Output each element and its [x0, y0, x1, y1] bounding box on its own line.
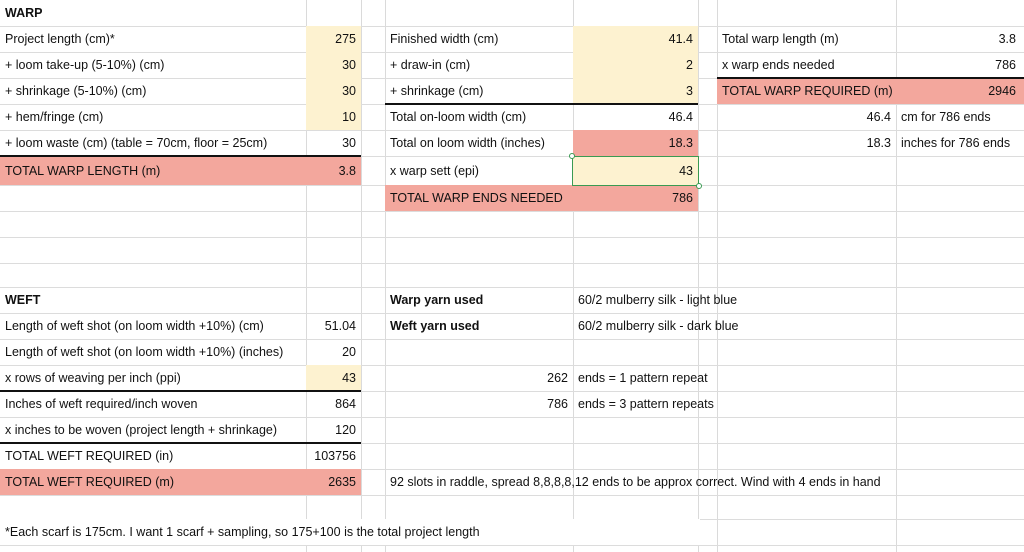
sheet-row: Length of weft shot (on loom width +10%)…	[0, 339, 1024, 366]
warp-yarn-value[interactable]: 60/2 mulberry silk - light blue	[578, 293, 738, 307]
project-length-label[interactable]: Project length (cm)*	[5, 32, 115, 46]
sheet-row	[0, 263, 1024, 288]
repeat-one-value-cell[interactable]: 262	[547, 371, 568, 385]
sheet-row: TOTAL WARP LENGTH (m) 3.8 x warp sett (e…	[0, 156, 1024, 186]
width-in-value-cell[interactable]: 18.3	[866, 136, 891, 150]
grid-line	[385, 0, 386, 552]
warp-yarn-label[interactable]: Warp yarn used	[390, 293, 484, 307]
sheet-row: Inches of weft required/inch woven 864 7…	[0, 391, 1024, 418]
weft-yarn-label[interactable]: Weft yarn used	[390, 319, 480, 333]
width-in-note[interactable]: inches for 786 ends	[901, 136, 1011, 150]
total-weft-in-label[interactable]: TOTAL WEFT REQUIRED (in)	[5, 449, 174, 463]
ppi-cell[interactable]: 43	[306, 365, 361, 391]
total-warp-length-cell[interactable]: 3.8	[998, 32, 1016, 46]
loom-waste-label[interactable]: + loom waste (cm) (table = 70cm, floor =…	[5, 136, 268, 150]
shrinkage-label[interactable]: + shrinkage (5-10%) (cm)	[5, 84, 147, 98]
sheet-row: Project length (cm)* 275 Finished width …	[0, 26, 1024, 53]
width-shrinkage-cell[interactable]: 3	[573, 78, 698, 104]
finished-width-cell[interactable]: 41.4	[573, 26, 698, 52]
sheet-row: *Each scarf is 175cm. I want 1 scarf + s…	[0, 519, 1024, 546]
total-warp-length-m-cell[interactable]: 3.8	[306, 156, 361, 185]
cell-selection-outline	[572, 156, 699, 186]
total-warp-ends-cell[interactable]: 786	[573, 185, 698, 211]
warp-required-border	[717, 77, 1024, 79]
grid-line	[896, 0, 897, 552]
raddle-note[interactable]: 92 slots in raddle, spread 8,8,8,8,12 en…	[390, 475, 881, 489]
sheet-row	[0, 237, 1024, 264]
weft-shot-cm-label[interactable]: Length of weft shot (on loom width +10%)…	[5, 319, 264, 333]
total-warp-required-cell[interactable]: 2946	[896, 78, 1024, 104]
total-warp-length-label[interactable]: Total warp length (m)	[722, 32, 839, 46]
draw-in-label[interactable]: + draw-in (cm)	[390, 58, 471, 72]
sheet-row: WARP	[0, 0, 1024, 27]
sheet-row: TOTAL WEFT REQUIRED (m) 2635 92 slots in…	[0, 469, 1024, 496]
width-cm-value-cell[interactable]: 46.4	[866, 110, 891, 124]
inches-woven-cell[interactable]: 120	[335, 423, 356, 437]
warp-sett-cell[interactable]: 43	[573, 156, 698, 185]
sheet-row: Length of weft shot (on loom width +10%)…	[0, 313, 1024, 340]
loom-waste-cell[interactable]: 30	[342, 136, 356, 150]
weft-per-inch-cell[interactable]: 864	[335, 397, 356, 411]
on-loom-width-cm-cell[interactable]: 46.4	[668, 110, 693, 124]
weft-shot-in-label[interactable]: Length of weft shot (on loom width +10%)…	[5, 345, 284, 359]
weft-per-inch-label[interactable]: Inches of weft required/inch woven	[5, 397, 198, 411]
sheet-row: WEFT Warp yarn used 60/2 mulberry silk -…	[0, 287, 1024, 314]
hem-fringe-cell[interactable]: 10	[306, 104, 361, 130]
weft-ppi-border	[0, 390, 361, 392]
footnote[interactable]: *Each scarf is 175cm. I want 1 scarf + s…	[0, 519, 700, 545]
draw-in-cell[interactable]: 2	[573, 52, 698, 78]
selection-handle-top-left[interactable]	[569, 153, 575, 159]
sheet-row: + hem/fringe (cm) 10 Total on-loom width…	[0, 104, 1024, 131]
width-shrinkage-label[interactable]: + shrinkage (cm)	[390, 84, 484, 98]
on-loom-width-in-label[interactable]: Total on loom width (inches)	[390, 136, 545, 150]
warp-length-total-border	[0, 155, 361, 157]
project-length-cell[interactable]: 275	[306, 26, 361, 52]
total-warp-ends-label[interactable]: TOTAL WARP ENDS NEEDED	[385, 185, 573, 211]
grid-line	[573, 0, 574, 552]
total-warp-length-m-label[interactable]: TOTAL WARP LENGTH (m)	[0, 156, 306, 185]
weft-yarn-value[interactable]: 60/2 mulberry silk - dark blue	[578, 319, 739, 333]
sheet-row: TOTAL WARP ENDS NEEDED 786	[0, 185, 1024, 212]
grid-line	[361, 0, 362, 552]
weft-section-title[interactable]: WEFT	[5, 293, 41, 307]
repeat-three-value-cell[interactable]: 786	[547, 397, 568, 411]
warp-ends-needed-cell[interactable]: 786	[995, 58, 1016, 72]
loom-take-up-label[interactable]: + loom take-up (5-10%) (cm)	[5, 58, 165, 72]
on-loom-width-in-cell[interactable]: 18.3	[573, 130, 698, 156]
total-weft-in-cell[interactable]: 103756	[314, 449, 356, 463]
total-weft-m-cell[interactable]: 2635	[306, 469, 361, 495]
sheet-row: + loom waste (cm) (table = 70cm, floor =…	[0, 130, 1024, 157]
repeat-three-note[interactable]: ends = 3 pattern repeats	[578, 397, 714, 411]
loom-take-up-cell[interactable]: 30	[306, 52, 361, 78]
shrinkage-cell[interactable]: 30	[306, 78, 361, 104]
warp-ends-needed-label[interactable]: x warp ends needed	[722, 58, 835, 72]
repeat-one-note[interactable]: ends = 1 pattern repeat	[578, 371, 708, 385]
warp-sett-label[interactable]: x warp sett (epi)	[390, 163, 479, 178]
warp-width-total-border	[385, 103, 698, 105]
weft-shot-in-cell[interactable]: 20	[342, 345, 356, 359]
grid-line	[717, 0, 718, 552]
sheet-row: TOTAL WEFT REQUIRED (in) 103756	[0, 443, 1024, 470]
width-cm-note[interactable]: cm for 786 ends	[901, 110, 991, 124]
sheet-row: x rows of weaving per inch (ppi) 43 262 …	[0, 365, 1024, 392]
sheet-row	[0, 495, 1024, 520]
ppi-label[interactable]: x rows of weaving per inch (ppi)	[5, 371, 181, 385]
sheet-row	[0, 211, 1024, 238]
total-weft-m-label[interactable]: TOTAL WEFT REQUIRED (m)	[0, 469, 306, 495]
sheet-row: + loom take-up (5-10%) (cm) 30 + draw-in…	[0, 52, 1024, 79]
grid-line	[306, 0, 307, 552]
sheet-row: + shrinkage (5-10%) (cm) 30 + shrinkage …	[0, 78, 1024, 105]
on-loom-width-cm-label[interactable]: Total on-loom width (cm)	[390, 110, 527, 124]
warp-section-title[interactable]: WARP	[5, 6, 43, 20]
total-warp-required-label[interactable]: TOTAL WARP REQUIRED (m)	[717, 78, 896, 104]
hem-fringe-label[interactable]: + hem/fringe (cm)	[5, 110, 104, 124]
finished-width-label[interactable]: Finished width (cm)	[390, 32, 499, 46]
selection-handle-bottom-right[interactable]	[696, 183, 702, 189]
weft-total-border	[0, 442, 361, 444]
inches-woven-label[interactable]: x inches to be woven (project length + s…	[5, 423, 278, 437]
grid-line	[698, 0, 699, 552]
weft-shot-cm-cell[interactable]: 51.04	[324, 319, 356, 333]
sheet-row: x inches to be woven (project length + s…	[0, 417, 1024, 444]
